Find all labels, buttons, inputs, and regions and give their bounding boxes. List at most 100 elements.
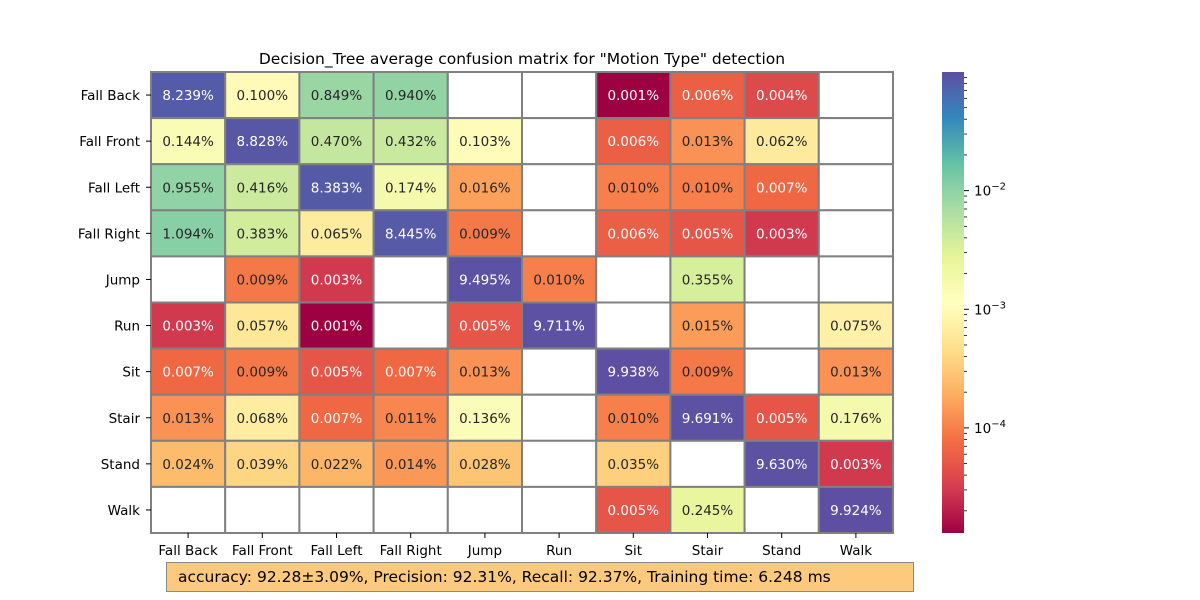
column-label: Fall Left [311, 543, 363, 559]
cell-value-label: 0.022% [311, 457, 363, 473]
cell-value-label: 0.005% [608, 503, 660, 519]
row-label: Fall Right [78, 226, 140, 242]
heatmap-cell [669, 347, 746, 396]
cell-value-label: 0.005% [682, 226, 734, 242]
cell-value-label: 0.355% [682, 272, 734, 288]
row-label: Walk [108, 503, 141, 519]
heatmap-cell [817, 301, 894, 350]
cell-value-label: 0.068% [237, 411, 289, 427]
heatmap-cell [446, 393, 523, 442]
cell-value-label: 0.009% [459, 226, 511, 242]
cell-value-label: 0.136% [459, 411, 511, 427]
heatmap-cell [595, 439, 672, 488]
heatmap-cell [298, 117, 375, 166]
cell-value-label: 0.003% [830, 457, 882, 473]
heatmap-cell [298, 485, 375, 534]
cell-value-label: 0.065% [311, 226, 363, 242]
heatmap-cell [743, 301, 820, 350]
cell-value-label: 0.011% [385, 411, 437, 427]
heatmap-cell [817, 163, 894, 212]
row-label: Stair [109, 411, 141, 427]
heatmap-cell [150, 301, 227, 350]
cell-value-label: 1.094% [162, 226, 214, 242]
row-label: Stand [101, 457, 140, 473]
heatmap-cell [521, 439, 598, 488]
heatmap-cell [669, 117, 746, 166]
column-label: Walk [840, 543, 873, 559]
cell-value-label: 0.004% [756, 88, 808, 104]
cell-value-label: 0.006% [682, 88, 734, 104]
heatmap-cell [743, 439, 820, 488]
cell-value-label: 0.015% [682, 319, 734, 335]
heatmap-cell [224, 163, 301, 212]
cell-value-label: 0.103% [459, 134, 511, 150]
column-label: Run [546, 543, 572, 559]
cell-value-label: 8.828% [237, 134, 289, 150]
cell-value-label: 9.495% [459, 272, 511, 288]
column-label: Fall Front [232, 543, 293, 559]
cell-value-label: 0.007% [385, 365, 437, 381]
heatmap-cell [669, 71, 746, 120]
heatmap-cell [743, 255, 820, 304]
cell-value-label: 0.005% [756, 411, 808, 427]
cell-value-label: 0.955% [162, 180, 214, 196]
cell-value-label: 8.445% [385, 226, 437, 242]
heatmap-cell [595, 301, 672, 350]
row-label: Run [114, 319, 140, 335]
cell-value-label: 0.009% [237, 365, 289, 381]
cell-value-label: 9.691% [682, 411, 734, 427]
heatmap-cell [150, 485, 227, 534]
heatmap-cell [817, 117, 894, 166]
cell-value-label: 0.028% [459, 457, 511, 473]
cell-value-label: 0.001% [311, 319, 363, 335]
cell-value-label: 9.711% [533, 319, 585, 335]
cell-value-label: 0.176% [830, 411, 882, 427]
summary-box: accuracy: 92.28±3.09%, Precision: 92.31%… [166, 562, 914, 592]
cell-value-label: 0.013% [459, 365, 511, 381]
cell-value-label: 0.849% [311, 88, 363, 104]
cell-value-label: 0.006% [608, 226, 660, 242]
heatmap-cell [521, 117, 598, 166]
cell-value-label: 0.383% [237, 226, 289, 242]
heatmap-cell [150, 255, 227, 304]
heatmap-cell [817, 347, 894, 396]
cell-value-label: 0.016% [459, 180, 511, 196]
cell-value-label: 0.075% [830, 319, 882, 335]
heatmap-cell [595, 209, 672, 258]
heatmap-cell [817, 209, 894, 258]
cell-value-label: 0.010% [608, 180, 660, 196]
cell-value-label: 0.057% [237, 319, 289, 335]
cell-value-label: 0.009% [237, 272, 289, 288]
heatmap-cell [521, 347, 598, 396]
heatmap-cell [372, 301, 449, 350]
heatmap-cell [372, 439, 449, 488]
row-label: Fall Left [88, 180, 140, 196]
colorbar: 10−2 10−3 10−4 [942, 72, 1006, 533]
heatmap-cell [521, 163, 598, 212]
cell-value-label: 0.005% [311, 365, 363, 381]
cell-value-label: 0.100% [237, 88, 289, 104]
heatmap-cell [595, 255, 672, 304]
heatmap-cell [669, 163, 746, 212]
column-labels: Fall Back Fall Front Fall Left Fall Right Ju… [158, 533, 872, 559]
heatmap-cell [150, 439, 227, 488]
row-label: Jump [105, 272, 140, 288]
heatmap-cell [595, 485, 672, 534]
heatmap-cell [372, 393, 449, 442]
heatmap-cell [743, 163, 820, 212]
cell-value-label: 0.013% [682, 134, 734, 150]
cell-value-label: 8.239% [162, 88, 214, 104]
heatmap-cell [298, 347, 375, 396]
heatmap-cell [521, 209, 598, 258]
chart-title: Decision_Tree average confusion matrix f… [259, 50, 785, 69]
cell-value-label: 0.003% [756, 226, 808, 242]
column-label: Jump [467, 543, 502, 559]
heatmap-cell [669, 301, 746, 350]
column-label: Stair [692, 543, 724, 559]
heatmap-cell [521, 71, 598, 120]
summary-text: accuracy: 92.28±3.09%, Precision: 92.31%… [178, 568, 831, 586]
cell-value-label: 0.245% [682, 503, 734, 519]
cell-value-label: 9.924% [830, 503, 882, 519]
column-label: Sit [624, 543, 642, 559]
heatmap-cell [446, 71, 523, 120]
